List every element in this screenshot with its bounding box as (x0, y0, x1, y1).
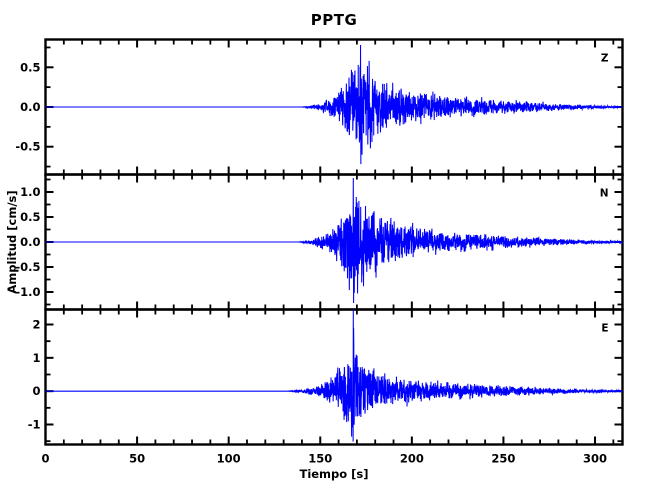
y-tick-label: 0.5 (20, 210, 40, 224)
x-axis-label: Tiempo [s] (299, 467, 368, 481)
x-tick-label: 200 (400, 452, 424, 466)
y-tick-label: -0.5 (15, 140, 40, 154)
x-tick-label: 50 (129, 452, 145, 466)
component-label-e: E (601, 323, 608, 335)
y-tick-label: 0.0 (20, 235, 40, 249)
component-label-n: N (600, 188, 609, 200)
y-tick-label: 2 (32, 318, 40, 332)
waveform-trace-n (45, 177, 623, 304)
component-label-z: Z (601, 53, 609, 65)
x-tick-label: 300 (583, 452, 607, 466)
panel-n: -1.0 -0.5 0.0 0.5 1.0 N (15, 173, 624, 311)
y-tick-label: 1 (32, 351, 40, 365)
panel-frame (44, 308, 624, 446)
y-axis-label: Amplitud [cm/s] (5, 190, 19, 293)
y-tick-label: -1 (28, 418, 41, 432)
x-tick-label: 100 (217, 452, 241, 466)
x-tick-label: 150 (308, 452, 332, 466)
waveform-trace-z (45, 45, 623, 165)
panel-z: -0.5 0.0 0.5 Z (15, 38, 624, 176)
y-tick-label: -1.0 (15, 285, 40, 299)
y-tick-label: 0.0 (20, 100, 40, 114)
y-tick-label: 1.0 (20, 185, 40, 199)
figure-title: PPTG (311, 11, 358, 29)
x-tick-label: 250 (491, 452, 515, 466)
waveform-trace-e (45, 309, 623, 442)
y-tick-label: 0 (32, 384, 40, 398)
y-tick-label: -0.5 (15, 260, 40, 274)
y-tick-label: 0.5 (20, 60, 40, 74)
panel-e: -1 0 1 2 E (28, 308, 624, 446)
x-tick-label: 0 (41, 452, 49, 466)
